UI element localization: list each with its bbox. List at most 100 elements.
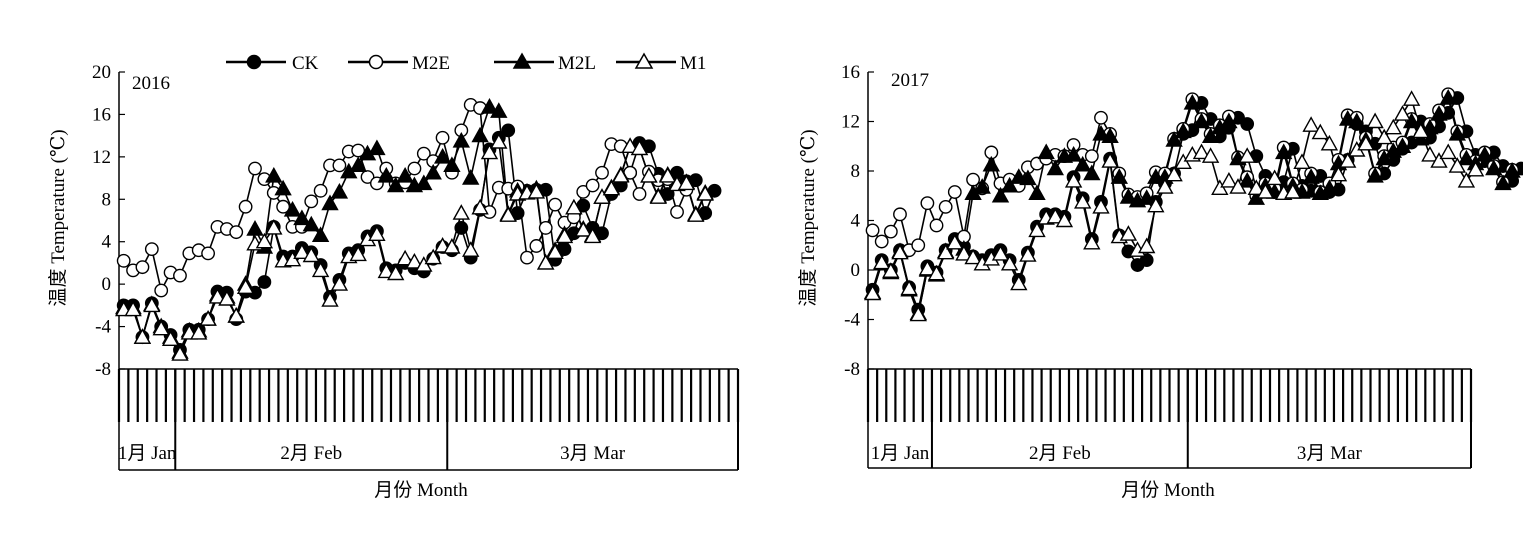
point-m2e — [154, 283, 169, 298]
point-m2e — [332, 158, 347, 173]
point-m1 — [1064, 171, 1083, 188]
point-m1 — [621, 137, 639, 154]
point-m1 — [687, 206, 705, 222]
point-m1 — [640, 166, 658, 183]
point-m2l — [1174, 122, 1192, 139]
point-m2e — [670, 205, 684, 219]
point-m2e — [201, 246, 215, 261]
point-m2e — [229, 225, 244, 240]
y-tick-label: 12 — [841, 112, 860, 133]
point-m1 — [133, 328, 152, 344]
point-m1 — [1430, 152, 1448, 168]
point-m2l — [1494, 174, 1512, 191]
point-m1 — [1375, 128, 1393, 145]
month-label: 3月 Mar — [1297, 443, 1363, 464]
point-m1 — [321, 291, 339, 307]
plot-area-2016: -8 -4 0 4 8 12 16 20 1月 Jan 2月 Feb 3月 Mar — [92, 62, 740, 471]
point-m2l — [1138, 189, 1156, 205]
point-m1 — [377, 262, 395, 279]
point-m2l — [1457, 149, 1476, 166]
point-m2l — [991, 186, 1010, 203]
x-axis-title-2016: 月份 Month — [374, 479, 468, 501]
point-m2l — [368, 139, 386, 156]
point-m2l — [973, 178, 991, 194]
point-m2e — [548, 197, 563, 212]
point-m1 — [555, 227, 574, 244]
point-m2l — [311, 226, 330, 243]
point-m1 — [1201, 147, 1220, 163]
point-m2l — [1476, 145, 1494, 162]
point-m2l — [452, 131, 470, 148]
legend-item-m2e: M2E — [348, 53, 450, 74]
point-m2l — [1339, 110, 1357, 126]
point-m1 — [396, 249, 414, 266]
point-m2e — [238, 199, 253, 214]
legend: CK M2E M2L M1 — [226, 52, 706, 74]
point-m1 — [1046, 207, 1064, 224]
point-m2e — [595, 165, 609, 180]
point-m2e — [1094, 110, 1108, 125]
point-m1 — [152, 319, 170, 336]
point-m2e — [135, 260, 150, 275]
legend-item-m1: M1 — [616, 52, 706, 74]
y-tick-label: 8 — [102, 189, 112, 210]
point-m1 — [602, 179, 621, 196]
point-m2e — [632, 187, 647, 201]
point-m2e — [576, 184, 591, 199]
point-m2e — [911, 238, 926, 253]
point-m1 — [696, 185, 714, 201]
point-ck — [257, 275, 272, 289]
point-m1 — [415, 256, 433, 272]
month-label: 2月 Feb — [1029, 443, 1091, 464]
point-m1 — [955, 244, 973, 261]
point-m1 — [527, 182, 546, 199]
point-m1 — [1000, 254, 1019, 271]
point-m1 — [368, 225, 386, 242]
point-m2l — [1119, 188, 1138, 204]
point-m1 — [171, 345, 189, 361]
legend-item-m2l: M2L — [494, 52, 596, 74]
point-m1 — [1147, 196, 1165, 213]
point-m2l — [415, 174, 433, 191]
y-tick-label: -4 — [844, 310, 860, 331]
legend-label-m2l: M2L — [558, 53, 596, 74]
y-tick-label: 4 — [102, 232, 112, 253]
point-m2l — [1275, 143, 1293, 160]
point-m2l — [1201, 127, 1220, 144]
point-m2l — [1220, 112, 1238, 129]
point-m2l — [1192, 112, 1211, 129]
point-m2e — [360, 170, 375, 184]
point-m2l — [490, 102, 508, 118]
point-m1 — [1366, 112, 1384, 129]
point-m1 — [387, 264, 405, 281]
point-m1 — [1220, 171, 1238, 188]
point-m2l — [1448, 124, 1466, 141]
point-m2l — [443, 156, 461, 173]
point-m1 — [1083, 233, 1101, 250]
point-m1 — [1402, 90, 1421, 106]
point-m2e — [585, 178, 600, 193]
point-m2l — [1302, 168, 1320, 184]
point-m1 — [565, 198, 583, 215]
point-m1 — [927, 264, 946, 281]
point-m2e — [929, 218, 944, 233]
month-label: 3月 Mar — [560, 443, 626, 464]
point-m2l — [1439, 89, 1457, 105]
point-m1 — [1412, 122, 1430, 139]
point-m2l — [274, 179, 292, 196]
point-m1 — [1293, 153, 1311, 170]
y-tick-label: 20 — [92, 62, 111, 83]
point-m2e — [865, 223, 880, 238]
point-ck — [1240, 117, 1255, 131]
point-ck — [1139, 253, 1154, 268]
point-m2l — [1092, 124, 1110, 141]
point-m2l — [1046, 159, 1064, 176]
panel-2017: 2017 温度 Temperature (℃) 月份 Month -8 -4 0 4 8… — [797, 62, 1523, 501]
month-label: 2月 Feb — [280, 443, 342, 464]
point-m2l — [480, 98, 499, 114]
point-m1 — [1448, 157, 1466, 173]
point-m1 — [863, 284, 882, 301]
point-m2e — [938, 199, 953, 214]
point-m2l — [1485, 159, 1503, 176]
